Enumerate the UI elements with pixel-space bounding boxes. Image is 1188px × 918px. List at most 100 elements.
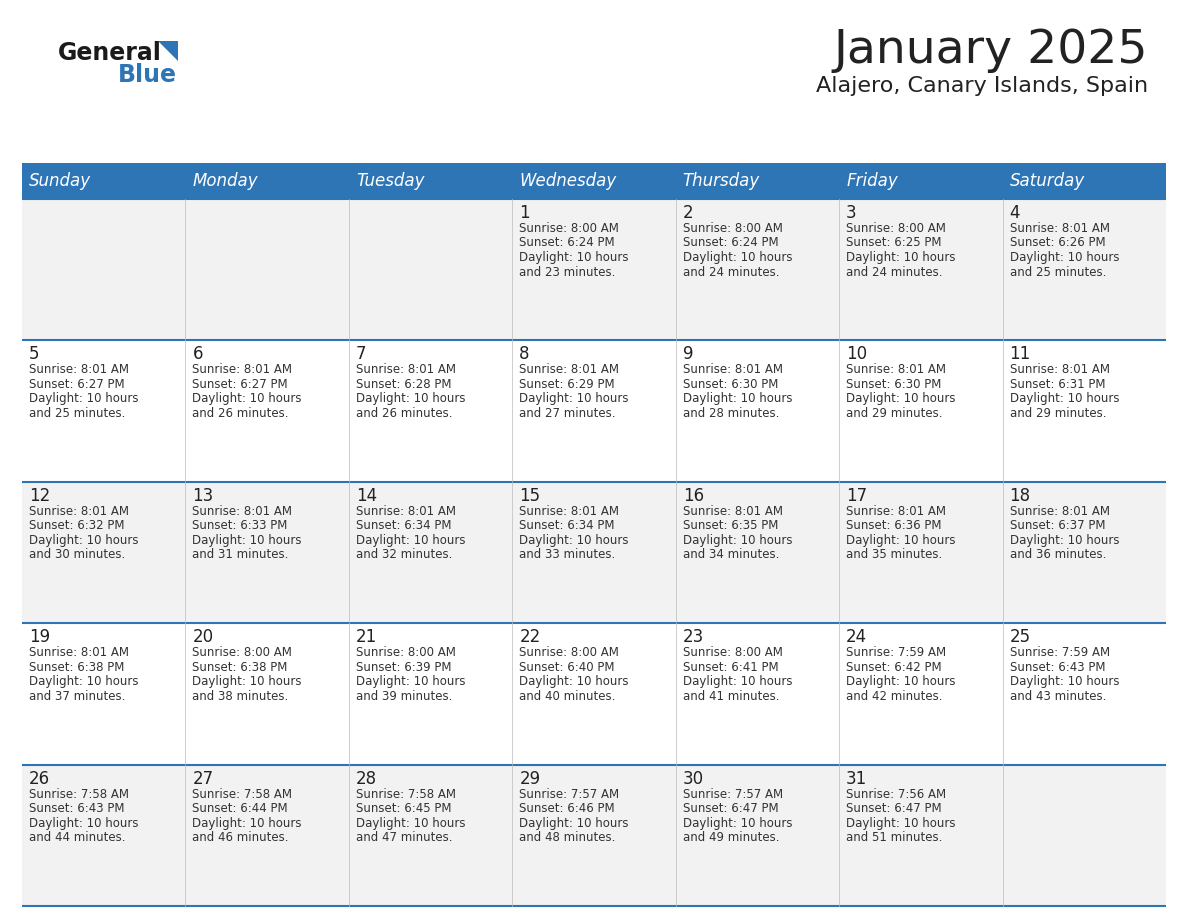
Text: Daylight: 10 hours: Daylight: 10 hours <box>29 533 139 547</box>
Text: Sunset: 6:42 PM: Sunset: 6:42 PM <box>846 661 942 674</box>
Bar <box>512 163 676 199</box>
Text: Monday: Monday <box>192 172 258 190</box>
Bar <box>23 341 185 482</box>
Text: Sunrise: 8:00 AM: Sunrise: 8:00 AM <box>356 646 456 659</box>
Text: 21: 21 <box>356 628 377 646</box>
Polygon shape <box>158 41 178 61</box>
Text: 12: 12 <box>29 487 50 505</box>
Bar <box>349 341 512 482</box>
Text: Saturday: Saturday <box>1010 172 1085 190</box>
Text: Sunrise: 8:01 AM: Sunrise: 8:01 AM <box>683 364 783 376</box>
Text: 10: 10 <box>846 345 867 364</box>
Text: Sunrise: 8:00 AM: Sunrise: 8:00 AM <box>846 222 946 235</box>
Text: Sunrise: 7:57 AM: Sunrise: 7:57 AM <box>683 788 783 800</box>
Text: Daylight: 10 hours: Daylight: 10 hours <box>192 817 302 830</box>
Bar <box>1003 623 1165 765</box>
Text: Sunset: 6:29 PM: Sunset: 6:29 PM <box>519 378 615 391</box>
Text: and 28 minutes.: and 28 minutes. <box>683 407 779 420</box>
Bar <box>1003 163 1165 199</box>
Text: Sunset: 6:47 PM: Sunset: 6:47 PM <box>846 802 942 815</box>
Text: Sunset: 6:46 PM: Sunset: 6:46 PM <box>519 802 615 815</box>
Text: Daylight: 10 hours: Daylight: 10 hours <box>846 251 955 264</box>
Text: and 44 minutes.: and 44 minutes. <box>29 831 126 844</box>
Text: and 42 minutes.: and 42 minutes. <box>846 689 942 702</box>
Text: and 41 minutes.: and 41 minutes. <box>683 689 779 702</box>
Text: Friday: Friday <box>846 172 898 190</box>
Bar <box>676 341 839 482</box>
Text: Daylight: 10 hours: Daylight: 10 hours <box>846 392 955 406</box>
Text: and 27 minutes.: and 27 minutes. <box>519 407 615 420</box>
Text: Daylight: 10 hours: Daylight: 10 hours <box>1010 251 1119 264</box>
Text: Sunset: 6:44 PM: Sunset: 6:44 PM <box>192 802 287 815</box>
Text: Daylight: 10 hours: Daylight: 10 hours <box>192 676 302 688</box>
Bar <box>512 482 676 623</box>
Text: and 24 minutes.: and 24 minutes. <box>683 265 779 278</box>
Text: Sunrise: 8:01 AM: Sunrise: 8:01 AM <box>29 646 129 659</box>
Text: Daylight: 10 hours: Daylight: 10 hours <box>1010 676 1119 688</box>
Text: 19: 19 <box>29 628 50 646</box>
Text: 8: 8 <box>519 345 530 364</box>
Text: Sunrise: 8:01 AM: Sunrise: 8:01 AM <box>29 505 129 518</box>
Text: 15: 15 <box>519 487 541 505</box>
Text: Thursday: Thursday <box>683 172 760 190</box>
Text: Sunset: 6:34 PM: Sunset: 6:34 PM <box>519 520 614 532</box>
Bar <box>23 163 185 199</box>
Text: and 48 minutes.: and 48 minutes. <box>519 831 615 844</box>
Bar <box>839 199 1003 341</box>
Text: Sunset: 6:30 PM: Sunset: 6:30 PM <box>846 378 942 391</box>
Text: 20: 20 <box>192 628 214 646</box>
Bar <box>349 623 512 765</box>
Text: 18: 18 <box>1010 487 1031 505</box>
Bar <box>512 623 676 765</box>
Text: 22: 22 <box>519 628 541 646</box>
Text: Sunrise: 8:01 AM: Sunrise: 8:01 AM <box>519 505 619 518</box>
Text: and 29 minutes.: and 29 minutes. <box>846 407 942 420</box>
Bar <box>676 163 839 199</box>
Bar <box>1003 482 1165 623</box>
Text: Sunset: 6:34 PM: Sunset: 6:34 PM <box>356 520 451 532</box>
Bar <box>23 199 185 341</box>
Text: Sunset: 6:35 PM: Sunset: 6:35 PM <box>683 520 778 532</box>
Text: Daylight: 10 hours: Daylight: 10 hours <box>683 676 792 688</box>
Bar <box>839 341 1003 482</box>
Bar <box>185 341 349 482</box>
Text: 1: 1 <box>519 204 530 222</box>
Text: Daylight: 10 hours: Daylight: 10 hours <box>356 676 466 688</box>
Text: Daylight: 10 hours: Daylight: 10 hours <box>1010 392 1119 406</box>
Bar <box>185 482 349 623</box>
Bar <box>185 623 349 765</box>
Text: Daylight: 10 hours: Daylight: 10 hours <box>356 817 466 830</box>
Text: and 26 minutes.: and 26 minutes. <box>356 407 453 420</box>
Text: Daylight: 10 hours: Daylight: 10 hours <box>519 676 628 688</box>
Text: Daylight: 10 hours: Daylight: 10 hours <box>29 817 139 830</box>
Text: 2: 2 <box>683 204 694 222</box>
Text: Sunrise: 8:01 AM: Sunrise: 8:01 AM <box>192 505 292 518</box>
Text: Sunrise: 8:01 AM: Sunrise: 8:01 AM <box>1010 505 1110 518</box>
Text: Sunrise: 7:56 AM: Sunrise: 7:56 AM <box>846 788 947 800</box>
Bar <box>839 163 1003 199</box>
Text: and 37 minutes.: and 37 minutes. <box>29 689 126 702</box>
Text: Sunset: 6:27 PM: Sunset: 6:27 PM <box>29 378 125 391</box>
Text: 31: 31 <box>846 769 867 788</box>
Text: Daylight: 10 hours: Daylight: 10 hours <box>683 392 792 406</box>
Text: Sunrise: 8:00 AM: Sunrise: 8:00 AM <box>519 646 619 659</box>
Text: 7: 7 <box>356 345 366 364</box>
Text: Sunset: 6:28 PM: Sunset: 6:28 PM <box>356 378 451 391</box>
Text: Sunrise: 7:59 AM: Sunrise: 7:59 AM <box>1010 646 1110 659</box>
Text: Sunday: Sunday <box>29 172 91 190</box>
Text: and 32 minutes.: and 32 minutes. <box>356 548 453 561</box>
Bar <box>839 765 1003 906</box>
Text: Sunset: 6:39 PM: Sunset: 6:39 PM <box>356 661 451 674</box>
Text: and 47 minutes.: and 47 minutes. <box>356 831 453 844</box>
Text: 5: 5 <box>29 345 39 364</box>
Text: Daylight: 10 hours: Daylight: 10 hours <box>683 251 792 264</box>
Text: Sunset: 6:38 PM: Sunset: 6:38 PM <box>192 661 287 674</box>
Bar <box>185 199 349 341</box>
Bar <box>676 623 839 765</box>
Bar <box>676 765 839 906</box>
Bar <box>839 482 1003 623</box>
Text: Daylight: 10 hours: Daylight: 10 hours <box>192 533 302 547</box>
Text: Sunrise: 8:01 AM: Sunrise: 8:01 AM <box>846 364 946 376</box>
Text: 23: 23 <box>683 628 704 646</box>
Text: Sunset: 6:32 PM: Sunset: 6:32 PM <box>29 520 125 532</box>
